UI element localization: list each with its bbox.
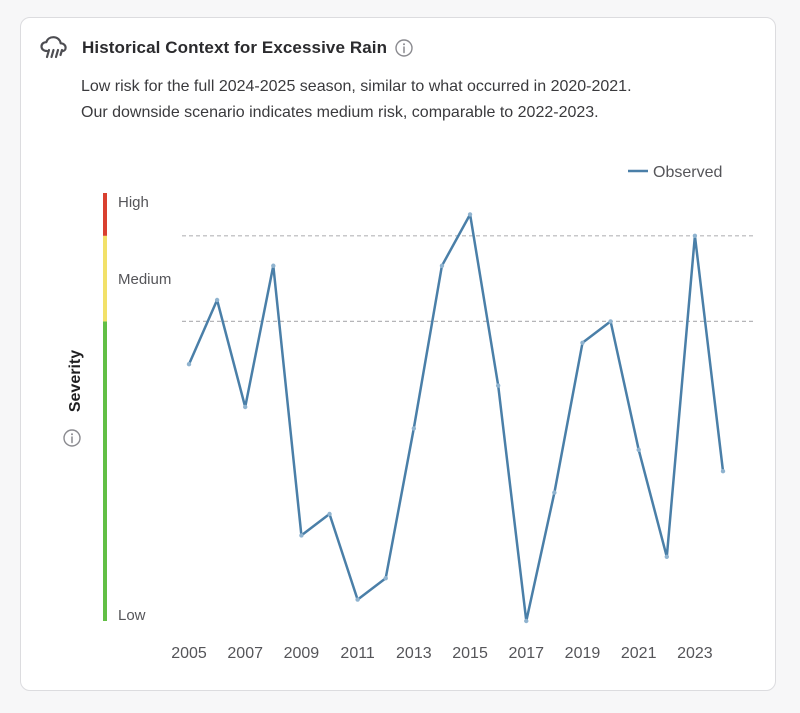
- x-tick-2021: 2021: [621, 645, 657, 662]
- data-point-2007: [243, 404, 248, 410]
- severity-label-high: High: [118, 194, 149, 211]
- legend-label-observed: Observed: [653, 164, 722, 181]
- data-point-2005: [186, 362, 192, 367]
- x-tick-2009: 2009: [284, 645, 320, 662]
- severity-band-medium: [103, 235, 107, 322]
- x-tick-2015: 2015: [452, 645, 488, 662]
- data-point-2006: [214, 297, 220, 303]
- severity-label-low: Low: [118, 607, 146, 624]
- card-header: Historical Context for Excessive Rain: [40, 34, 413, 62]
- summary-line-2: Our downside scenario indicates medium r…: [81, 104, 599, 121]
- data-point-2012: [383, 576, 388, 581]
- data-point-2017: [524, 618, 529, 624]
- threshold-lines: [182, 235, 756, 322]
- data-point-2015: [467, 212, 473, 217]
- severity-band-low: [103, 321, 107, 621]
- data-point-2016: [495, 383, 501, 388]
- x-tick-2019: 2019: [565, 645, 601, 662]
- data-point-2009: [299, 533, 304, 538]
- severity-scale-bar: [103, 193, 107, 621]
- data-point-2024: [720, 469, 726, 474]
- observed-line: [187, 213, 725, 623]
- data-point-2018: [552, 490, 557, 495]
- y-axis-label: Severity: [67, 350, 84, 412]
- legend: Observed: [628, 164, 722, 181]
- x-tick-2005: 2005: [171, 645, 207, 662]
- x-tick-2023: 2023: [677, 645, 713, 662]
- observed-series: [186, 212, 726, 624]
- data-point-2010: [327, 511, 332, 517]
- chart-card: [20, 17, 776, 691]
- x-tick-2017: 2017: [508, 645, 544, 662]
- data-point-2022: [664, 554, 669, 559]
- x-axis-ticks: 2005 2007 2009 2011 2013 2015 2017 2019 2021 2023: [171, 645, 713, 662]
- data-point-2020: [608, 319, 613, 324]
- card-title: Historical Context for Excessive Rain: [82, 38, 388, 57]
- data-point-2011: [355, 597, 360, 602]
- data-point-2023: [692, 233, 698, 238]
- severity-band-high: [103, 193, 107, 236]
- cloud-rain-icon: [40, 36, 67, 59]
- x-tick-2013: 2013: [396, 645, 432, 662]
- data-point-2014: [439, 263, 445, 268]
- data-point-2013: [411, 426, 417, 431]
- data-point-2019: [580, 340, 585, 345]
- summary-text: Low risk for the full 2024-2025 season, …: [81, 74, 761, 126]
- summary-line-1: Low risk for the full 2024-2025 season, …: [81, 78, 632, 95]
- y-axis-info-icon[interactable]: [63, 429, 81, 447]
- severity-labels: Low Medium High: [118, 194, 171, 624]
- data-point-2008: [271, 263, 276, 268]
- x-tick-2007: 2007: [227, 645, 263, 662]
- severity-label-medium: Medium: [118, 271, 171, 288]
- data-point-2021: [636, 447, 641, 452]
- info-icon[interactable]: [395, 39, 413, 57]
- x-tick-2011: 2011: [340, 645, 375, 662]
